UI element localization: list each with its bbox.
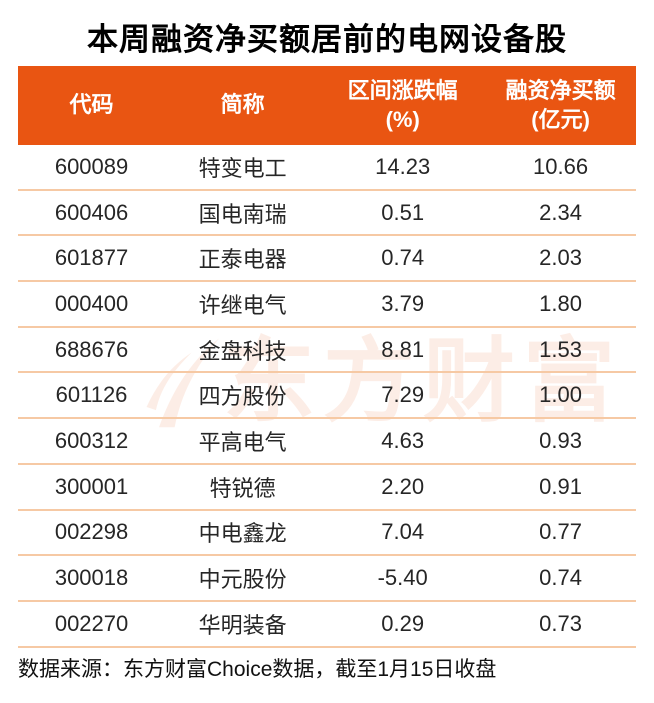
cell-net-buy: 1.53	[539, 336, 582, 362]
cell-name: 平高电气	[198, 429, 287, 455]
cell-code: 000400	[54, 290, 129, 316]
cell-change-pct: 7.29	[381, 382, 425, 408]
data-table: 代码 简称 区间涨跌幅 (%) 融资净买额 (亿元) 600089 特变电工 1…	[18, 66, 636, 648]
table-row: 000400 许继电气 3.79 1.80	[18, 282, 636, 328]
cell-code: 600089	[54, 153, 129, 179]
cell-code: 002270	[54, 610, 129, 636]
column-header-name-label: 简称	[220, 92, 265, 118]
table-row: 600312 平高电气 4.63 0.93	[18, 419, 636, 465]
column-header-code-label: 代码	[69, 92, 114, 118]
column-header-change: 区间涨跌幅 (%)	[320, 77, 485, 134]
cell-change-pct: 7.04	[381, 519, 425, 545]
cell-code: 600312	[54, 427, 129, 453]
cell-name: 正泰电器	[198, 247, 287, 273]
cell-net-buy: 10.66	[533, 153, 589, 179]
table-row: 688676 金盘科技 8.81 1.53	[18, 328, 636, 374]
column-header-netbuy: 融资净买额 (亿元)	[485, 77, 636, 134]
cell-name: 国电南瑞	[198, 201, 287, 227]
cell-code: 688676	[54, 336, 129, 362]
cell-change-pct: 8.81	[381, 336, 425, 362]
cell-net-buy: 2.34	[539, 199, 582, 225]
table-row: 002270 华明装备 0.29 0.73	[18, 602, 636, 648]
cell-net-buy: 1.80	[539, 290, 582, 316]
column-header-change-line1: 区间涨跌幅	[347, 77, 458, 103]
cell-code: 300001	[54, 473, 129, 499]
table-row: 601126 四方股份 7.29 1.00	[18, 373, 636, 420]
cell-net-buy: 0.77	[539, 519, 582, 545]
table-header-row: 代码 简称 区间涨跌幅 (%) 融资净买额 (亿元)	[18, 66, 636, 145]
table-row: 300001 特锐德 2.20 0.91	[18, 465, 636, 511]
column-header-netbuy-line2: (亿元)	[531, 106, 590, 132]
cell-change-pct: 14.23	[375, 153, 431, 179]
cell-net-buy: 0.93	[539, 427, 582, 453]
cell-code: 601877	[54, 245, 129, 271]
cell-name: 华明装备	[198, 612, 287, 638]
cell-net-buy: 0.74	[539, 565, 582, 591]
cell-name: 特变电工	[198, 155, 287, 181]
cell-net-buy: 0.91	[539, 473, 582, 499]
cell-code: 600406	[54, 199, 129, 225]
data-source-note: 数据来源：东方财富Choice数据，截至1月15日收盘	[18, 658, 497, 681]
column-header-change-line2: (%)	[385, 106, 420, 132]
cell-code: 601126	[55, 382, 128, 408]
cell-change-pct: 3.79	[381, 290, 425, 316]
table-row: 300018 中元股份 -5.40 0.74	[18, 556, 636, 602]
cell-code: 002298	[54, 519, 129, 545]
cell-name: 中电鑫龙	[198, 521, 287, 547]
column-header-netbuy-line1: 融资净买额	[505, 77, 616, 103]
table-body: 600089 特变电工 14.23 10.66 600406 国电南瑞 0.51…	[18, 145, 636, 648]
cell-change-pct: 0.29	[381, 610, 425, 636]
cell-code: 300018	[54, 565, 129, 591]
cell-net-buy: 1.00	[539, 382, 582, 408]
cell-net-buy: 0.73	[539, 610, 582, 636]
table-row: 600406 国电南瑞 0.51 2.34	[18, 191, 636, 237]
page-title: 本周融资净买额居前的电网设备股	[87, 22, 567, 57]
cell-change-pct: 0.51	[381, 199, 425, 225]
table-row: 601877 正泰电器 0.74 2.03	[18, 236, 636, 283]
cell-name: 四方股份	[198, 384, 287, 410]
cell-name: 特锐德	[209, 475, 276, 501]
cell-change-pct: -5.40	[377, 565, 428, 591]
cell-name: 金盘科技	[198, 338, 287, 364]
column-header-code: 代码	[18, 91, 165, 120]
table-row: 600089 特变电工 14.23 10.66	[18, 145, 636, 191]
cell-change-pct: 2.20	[381, 473, 425, 499]
cell-change-pct: 0.74	[381, 245, 425, 271]
cell-net-buy: 2.03	[539, 245, 582, 271]
cell-name: 许继电气	[198, 292, 287, 318]
table-row: 002298 中电鑫龙 7.04 0.77	[18, 511, 636, 557]
cell-change-pct: 4.63	[381, 427, 425, 453]
column-header-name: 简称	[165, 91, 320, 120]
cell-name: 中元股份	[198, 567, 287, 593]
